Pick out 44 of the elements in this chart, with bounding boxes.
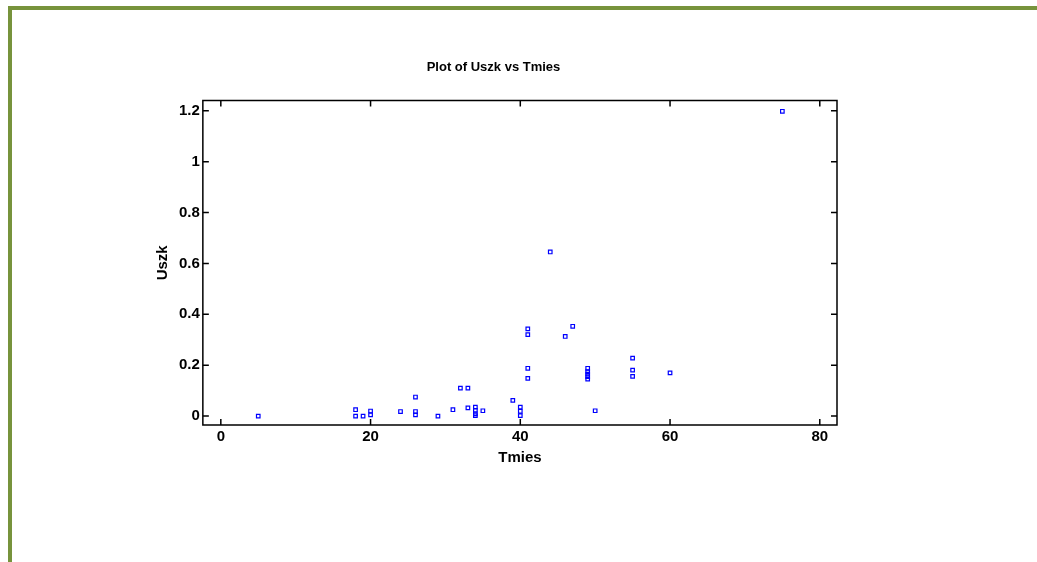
point: [630, 355, 635, 361]
y-axis-title: Uszk: [153, 244, 171, 281]
point: [353, 413, 358, 419]
x-tick-label: 80: [811, 427, 829, 445]
point: [480, 408, 486, 414]
point: [465, 385, 471, 391]
y-tick-label: 1.2: [178, 100, 200, 118]
y-tick-label: 0: [191, 406, 200, 424]
x-tick-label: 20: [362, 427, 379, 445]
point: [630, 374, 635, 379]
point: [458, 385, 463, 391]
point: [435, 413, 441, 419]
point: [360, 413, 366, 419]
point: [413, 412, 418, 418]
point: [667, 370, 673, 376]
point: [255, 413, 261, 419]
point: [353, 407, 358, 413]
point: [368, 412, 373, 418]
point: [525, 326, 531, 332]
x-tick-label: 40: [511, 427, 529, 445]
y-tick-label: 0.6: [178, 253, 200, 271]
point: [547, 249, 553, 255]
point: [465, 405, 471, 411]
point: [570, 323, 576, 329]
point: [398, 409, 403, 414]
y-tick-label: 0.4: [178, 304, 201, 322]
y-tick-label: 0.8: [178, 202, 200, 220]
point: [525, 365, 531, 371]
point: [450, 407, 456, 413]
point: [562, 334, 568, 339]
point: [517, 408, 523, 414]
x-tick-label: 0: [216, 427, 225, 445]
point: [525, 376, 531, 381]
point: [517, 413, 523, 418]
point: [517, 404, 523, 410]
y-tick-label: 0.2: [178, 355, 200, 373]
point: [779, 108, 785, 114]
point: [510, 397, 516, 403]
x-axis-title: Tmies: [498, 448, 542, 466]
point: [592, 408, 598, 414]
x-tick-label: 60: [661, 427, 679, 445]
point: [525, 332, 531, 338]
chart-title: Plot of Uszk vs Tmies: [426, 59, 561, 75]
y-tick-label: 1: [191, 151, 200, 169]
